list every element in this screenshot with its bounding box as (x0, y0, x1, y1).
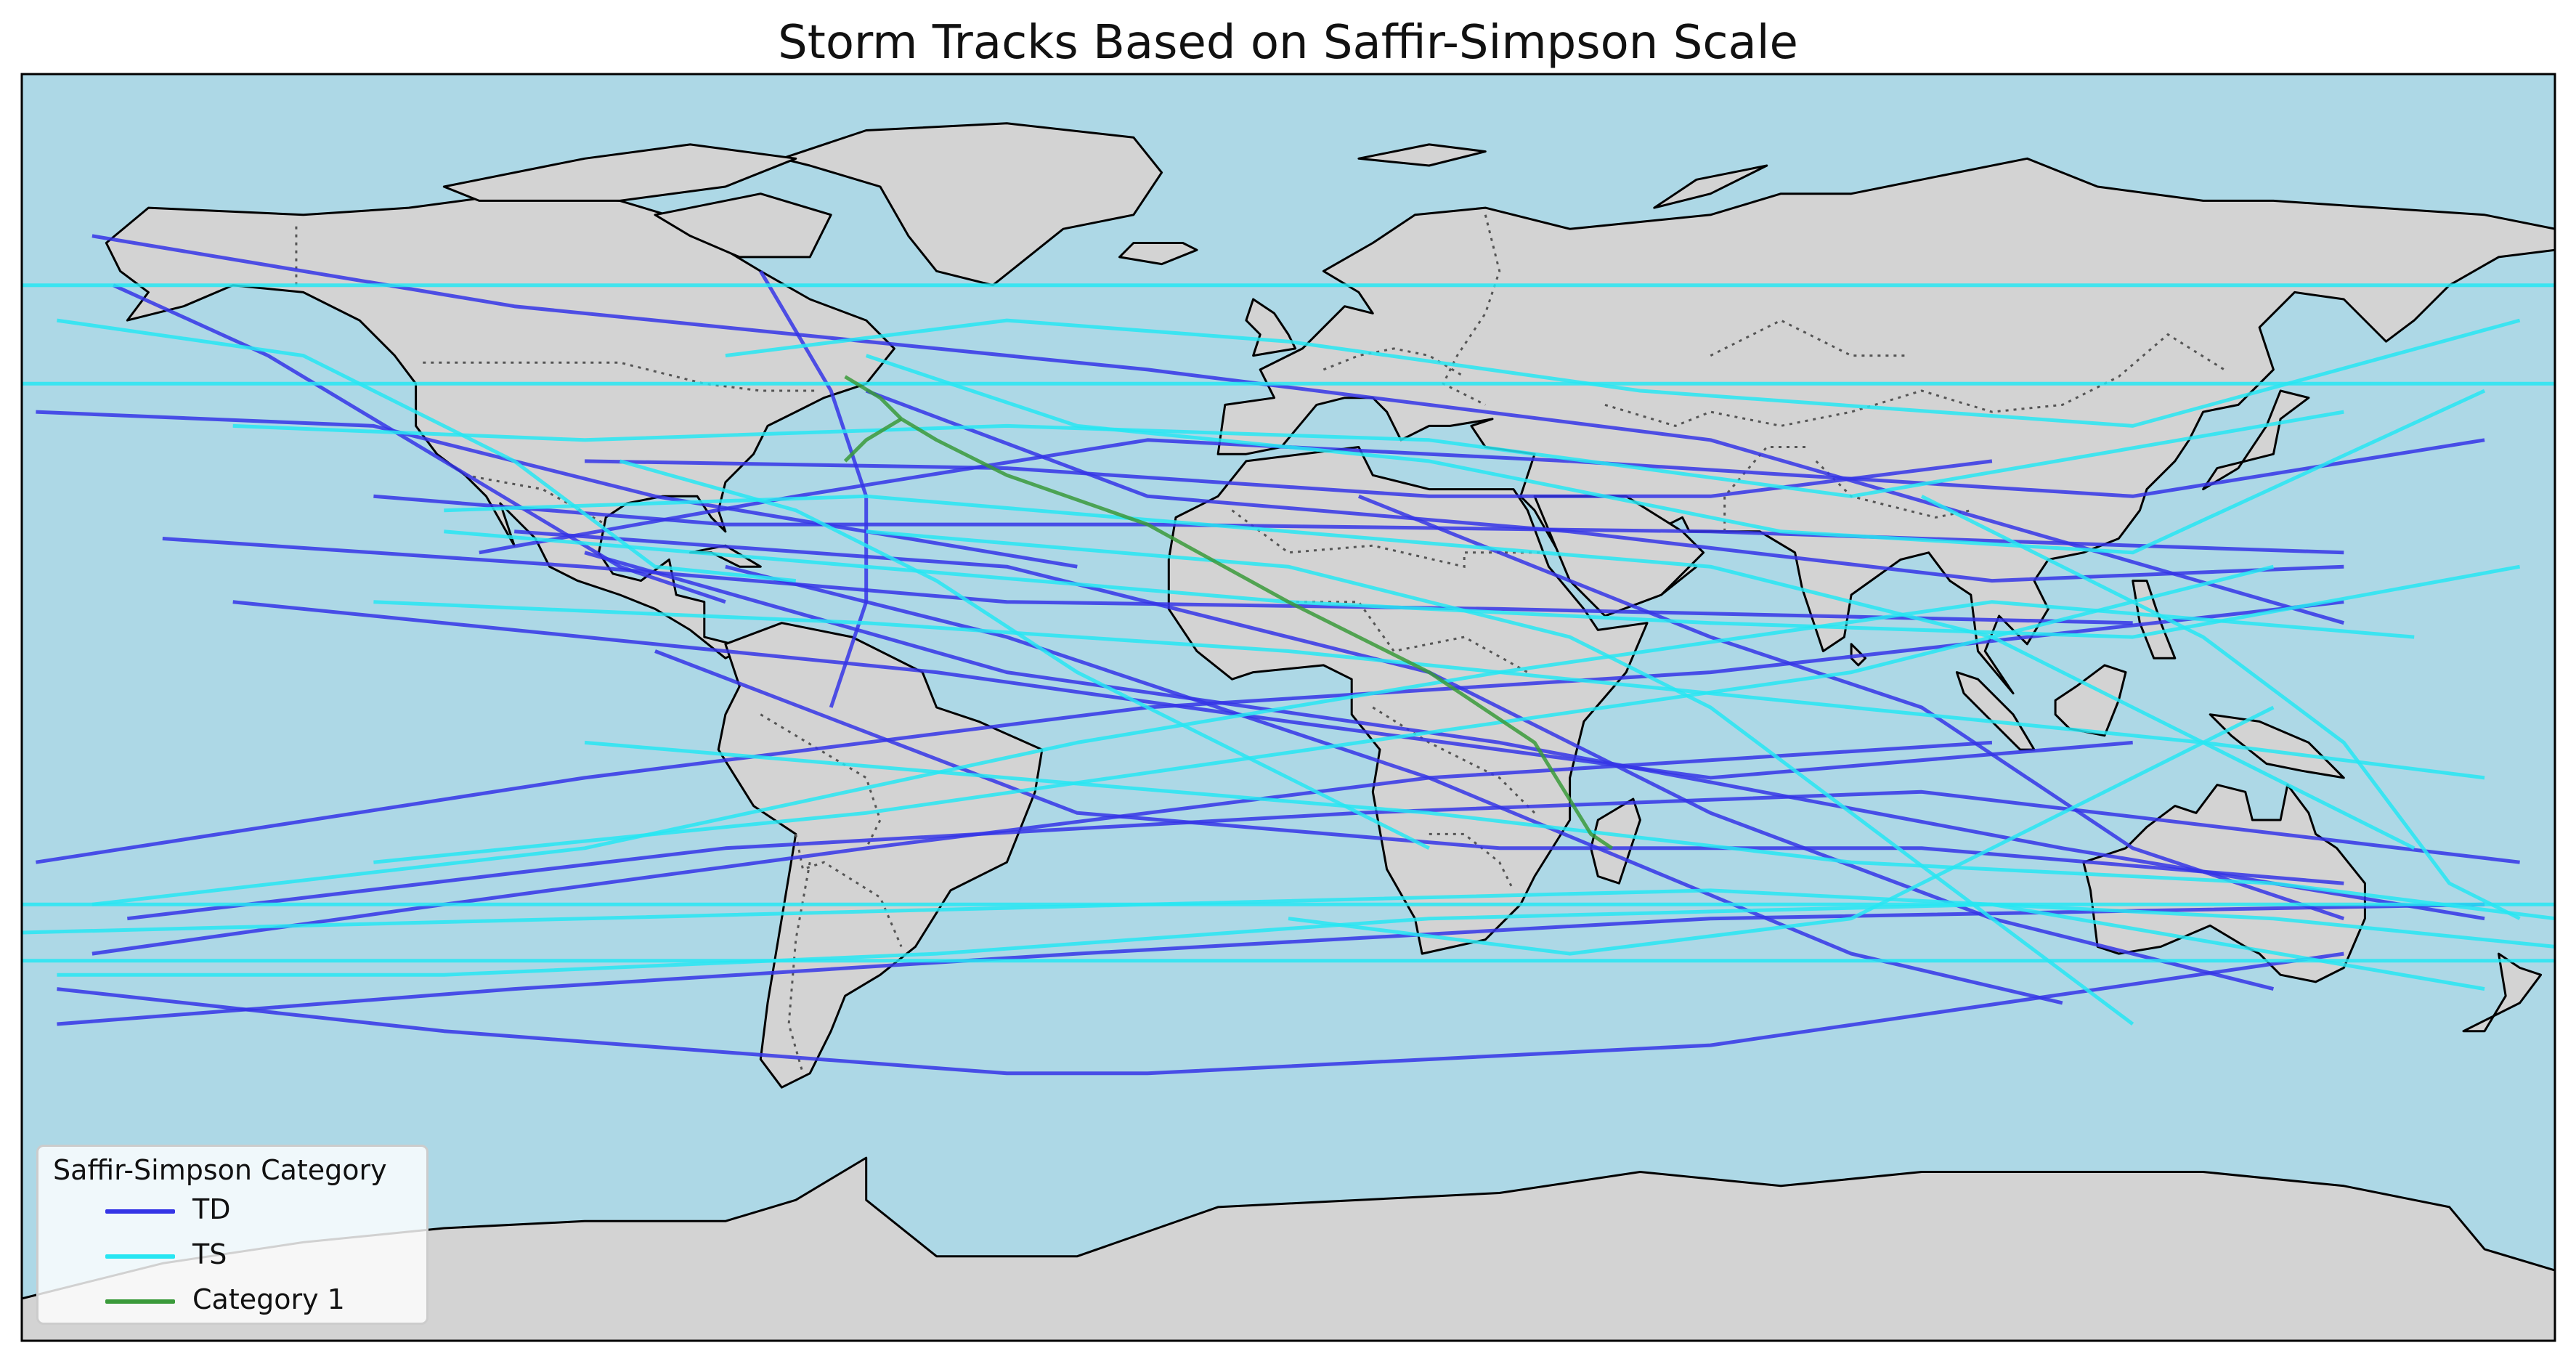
storm-tracks-layer (22, 234, 2555, 1076)
storm-track-ts (725, 318, 2521, 428)
storm-track-td (57, 902, 2485, 1026)
legend-item-td: TD (38, 1189, 426, 1233)
storm-track-ts (619, 459, 1430, 851)
legend-swatch-ts (105, 1254, 175, 1259)
storm-track-ts (1288, 705, 2275, 956)
legend-item-ts: TS (38, 1234, 426, 1278)
country-border (1322, 347, 1465, 378)
land-antarctica (22, 1156, 2555, 1341)
country-borders-layer (295, 214, 2225, 1074)
land-japan (2202, 389, 2310, 491)
country-border (1815, 460, 1972, 519)
storm-track-ts (866, 529, 2134, 1026)
storm-track-td (162, 537, 2133, 625)
storm-track-ts (865, 354, 2486, 555)
legend-item-category-1: Category 1 (38, 1279, 426, 1323)
storm-track-ts (57, 318, 797, 583)
country-border (787, 861, 811, 1074)
storm-track-ts (373, 564, 2275, 864)
land-new-guinea (2209, 713, 2345, 779)
legend-swatch-category-1 (105, 1299, 175, 1304)
map-frame (20, 73, 2556, 1342)
land-north-america (105, 192, 895, 659)
legend: Saffir-Simpson Category TD TS Category 1 (36, 1145, 428, 1325)
storm-track-td (585, 459, 1993, 498)
country-border (1604, 333, 2225, 427)
storm-track-ts (232, 410, 2344, 498)
country-border (1710, 319, 1908, 357)
land-layer (22, 122, 2555, 1341)
storm-track-category-1 (843, 417, 903, 463)
country-border (1442, 214, 1501, 406)
storm-track-td (112, 283, 726, 604)
storm-track-ts (1920, 495, 2521, 920)
land-greenland (780, 122, 1163, 287)
legend-label-ts: TS (192, 1238, 227, 1270)
storm-track-ts (92, 600, 2415, 906)
storm-track-td (725, 564, 2063, 1005)
land-iceland (1118, 242, 1198, 266)
country-border (465, 474, 606, 526)
country-border (1723, 446, 1809, 532)
storm-track-td (57, 951, 2344, 1076)
legend-label-category-1: Category 1 (192, 1283, 345, 1315)
storm-track-td (232, 600, 2133, 780)
storm-track-td (36, 410, 1078, 569)
land-arctic-islands (442, 143, 797, 202)
country-border (1372, 706, 1536, 814)
land-novaya-zemlya (1653, 164, 1768, 209)
storm-track-td (479, 438, 2485, 555)
storm-track-ts (444, 529, 2521, 639)
country-border (1231, 509, 1542, 569)
storm-track-td (92, 234, 2344, 625)
legend-swatch-td (105, 1209, 175, 1214)
storm-track-ts (57, 902, 2485, 991)
legend-title: Saffir-Simpson Category (53, 1154, 387, 1186)
storm-track-category-1 (844, 375, 1614, 850)
legend-label-td: TD (192, 1193, 231, 1225)
land-africa (1167, 446, 1649, 955)
land-new-zealand (2462, 952, 2543, 1033)
land-svalbard (1357, 143, 1487, 167)
country-border (795, 834, 903, 947)
country-border (423, 361, 817, 392)
land-baffin (654, 192, 832, 259)
storm-track-td (514, 529, 2275, 991)
storm-track-ts (22, 888, 2555, 949)
chart-title: Storm Tracks Based on Saffir-Simpson Sca… (778, 16, 1798, 70)
country-border (760, 713, 882, 849)
storm-track-td (654, 649, 2344, 885)
